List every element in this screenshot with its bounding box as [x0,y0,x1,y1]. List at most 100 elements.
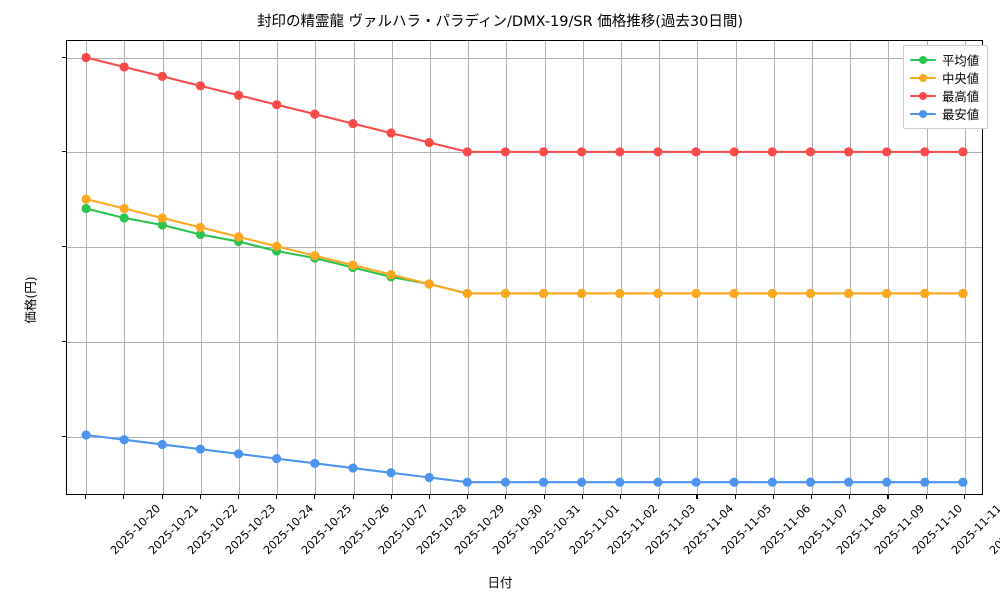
legend-item-2[interactable]: 中央値 [910,69,979,87]
x-tick-mark [581,495,583,499]
gridline-vertical [429,41,431,494]
data-point [157,439,167,450]
x-tick-mark [963,495,965,499]
data-point [119,62,129,72]
data-point [843,147,854,157]
data-point [386,128,396,138]
data-point [157,71,167,81]
data-point [767,477,777,487]
plot-area [66,40,983,495]
data-point [386,269,396,280]
data-point [920,288,930,299]
data-point [653,147,663,157]
legend-label: 中央値 [942,72,979,86]
series-2 [81,194,968,299]
x-tick-mark [352,495,354,499]
data-point [81,194,91,204]
chart-legend: 平均値中央値最高値最安値 [903,45,988,129]
gridline-vertical [238,41,240,494]
x-tick-mark [696,495,698,499]
x-tick-mark [849,495,851,499]
data-point [310,251,320,261]
x-tick-mark [925,495,927,499]
data-point [348,260,358,270]
gridline-vertical [277,41,279,494]
gridline-vertical [582,41,584,494]
legend-marker-icon [910,71,937,85]
data-point [119,213,129,223]
x-tick-mark [314,495,316,499]
data-point [119,203,129,214]
data-point [386,468,396,478]
legend-label: 最高値 [942,90,979,104]
y-axis-label: 価格(円) [23,276,39,324]
legend-label: 最安値 [942,108,979,122]
gridline-vertical [888,41,890,494]
legend-marker-icon [910,89,937,103]
x-tick-mark [772,495,774,499]
data-point [920,477,930,487]
data-point [653,288,663,299]
gridline-horizontal [67,436,982,438]
data-point [233,232,244,242]
gridline-vertical [773,41,775,494]
data-point [843,477,854,487]
x-tick-mark [276,495,278,499]
x-tick-mark [811,495,813,499]
data-point [195,81,206,91]
legend-item-1[interactable]: 平均値 [910,51,979,69]
series-3 [81,52,968,157]
data-point [538,477,549,487]
gridline-horizontal [67,57,982,59]
data-point [424,472,434,483]
data-point [615,477,625,487]
gridline-vertical [850,41,852,494]
data-point [310,109,320,119]
x-axis-label: 日付 [487,575,513,590]
y-tick-mark [62,151,66,153]
data-point [767,288,777,299]
gridline-vertical [735,41,737,494]
data-point [615,288,625,299]
gridline-vertical [964,41,966,494]
x-tick-mark [85,495,87,499]
legend-item-4[interactable]: 最安値 [910,105,979,123]
gridline-vertical [544,41,546,494]
series-1 [81,203,968,299]
legend-marker-icon [910,107,937,121]
gridline-vertical [926,41,928,494]
data-point [729,288,739,299]
data-point [538,288,549,299]
gridline-vertical [124,41,126,494]
data-point [424,137,434,148]
series-line [85,207,964,295]
data-point [615,147,625,157]
data-point [958,147,968,157]
data-point [195,229,206,240]
data-point [348,118,358,129]
y-tick-mark [62,435,66,437]
series-line [85,198,964,295]
x-tick-mark [199,495,201,499]
data-point [577,288,587,299]
data-point [500,147,511,157]
data-point [577,147,587,157]
gridline-horizontal [67,341,982,343]
data-point [462,288,472,299]
y-tick-mark [62,56,66,58]
series-line [85,433,964,484]
x-tick-mark [467,495,469,499]
data-point [272,241,282,251]
x-tick-mark [734,495,736,499]
gridline-vertical [697,41,699,494]
data-point [233,449,244,459]
data-point [691,147,701,157]
data-point [843,288,854,299]
data-point [500,288,511,299]
gridline-vertical [468,41,470,494]
legend-item-3[interactable]: 最高値 [910,87,979,105]
data-point [958,288,968,299]
series-4 [81,430,968,487]
data-point [81,203,91,214]
